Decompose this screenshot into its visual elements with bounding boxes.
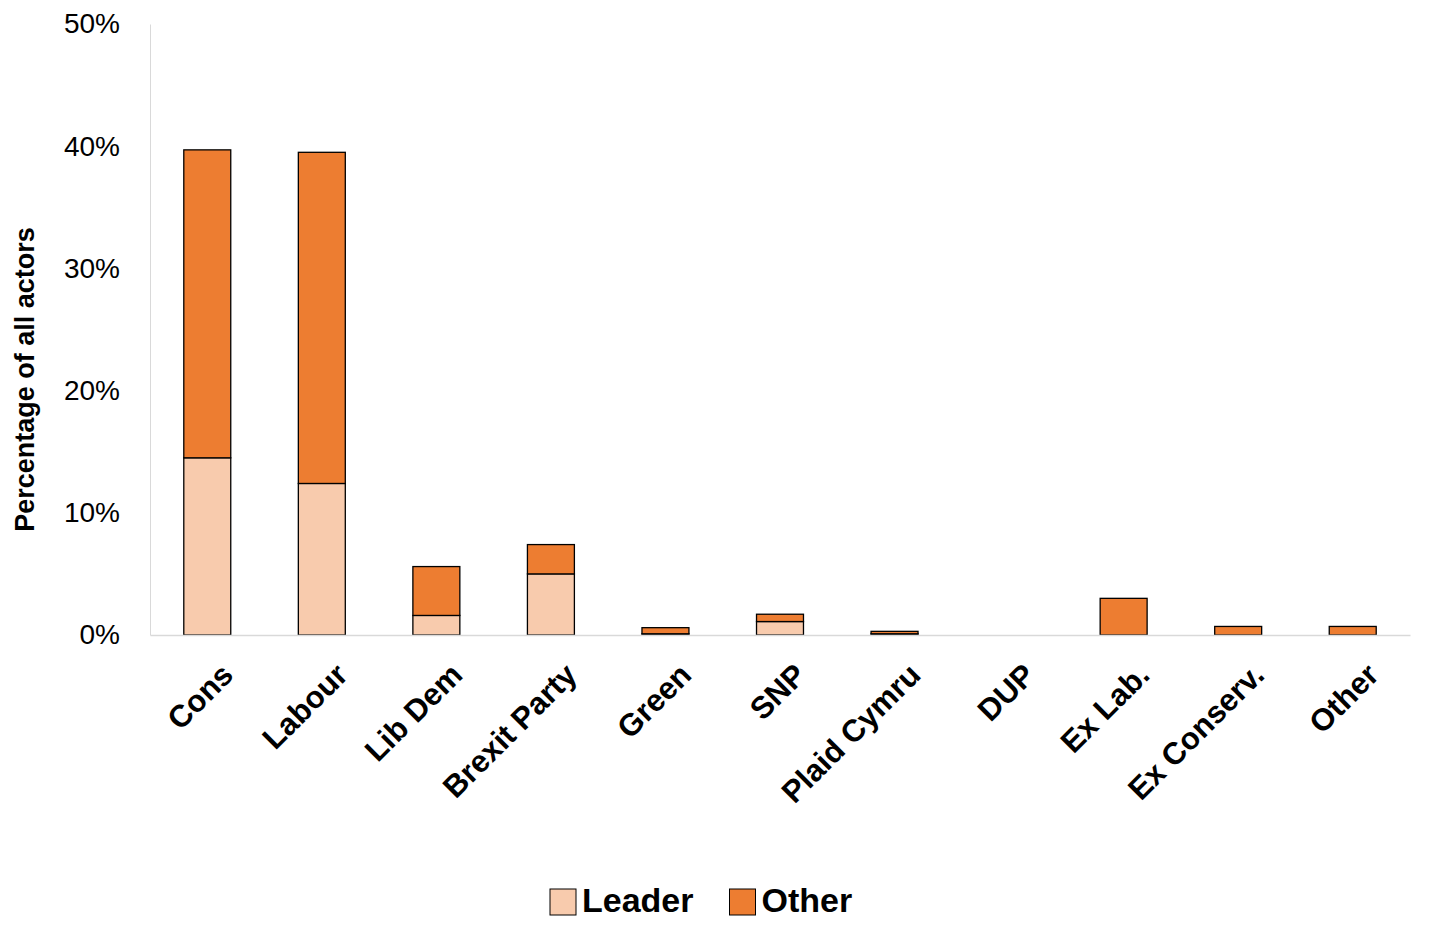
x-tick-label: SNP xyxy=(743,657,813,727)
y-tick: 30% xyxy=(64,253,150,284)
y-tick: 0% xyxy=(80,619,150,650)
x-tick-label: Lib Dem xyxy=(358,657,469,768)
y-tick-label: 0% xyxy=(80,619,120,650)
plot: 0% 10% 20% 30% 40% 50% ConsLabourLib DemBrexit… xyxy=(64,8,1411,809)
y-tick: 40% xyxy=(64,131,150,162)
x-tick: Labour xyxy=(256,635,355,756)
x-tick: SNP xyxy=(743,635,813,727)
y-tick-label: 50% xyxy=(64,8,120,39)
x-tick: DUP xyxy=(971,635,1042,728)
x-tick-label: Ex Conserv. xyxy=(1121,657,1271,807)
y-tick: 50% xyxy=(64,8,150,39)
chart: 0% 10% 20% 30% 40% 50% ConsLabourLib DemBrexit… xyxy=(0,0,1435,925)
legend-item: Leader xyxy=(550,881,694,919)
series-0 xyxy=(184,458,918,635)
legend-swatch xyxy=(550,889,576,915)
x-tick-label: Labour xyxy=(256,657,355,756)
bar xyxy=(871,631,918,633)
y-tick-label: 40% xyxy=(64,131,120,162)
legend-swatch xyxy=(730,889,756,915)
x-tick-label: Brexit Party xyxy=(436,656,584,804)
bar xyxy=(298,483,345,635)
y-tick: 10% xyxy=(64,497,150,528)
bar xyxy=(413,567,460,616)
x-tick-label: DUP xyxy=(971,657,1042,728)
bar xyxy=(1329,626,1376,635)
legend: Leader Other xyxy=(550,881,852,919)
y-axis: 0% 10% 20% 30% 40% 50% xyxy=(64,8,151,650)
x-tick-label: Other xyxy=(1302,657,1385,740)
x-axis: ConsLabourLib DemBrexit Party Green SNPPla… xyxy=(151,635,1411,810)
x-tick: Other xyxy=(1302,635,1385,740)
x-tick: Cons xyxy=(160,635,240,737)
bar xyxy=(1100,598,1147,635)
x-tick: Green xyxy=(610,635,698,745)
bar xyxy=(527,545,574,574)
bars xyxy=(184,150,1376,635)
x-tick: Ex Lab. xyxy=(1054,635,1157,760)
bar xyxy=(642,628,689,634)
x-tick: Brexit Party xyxy=(436,635,584,805)
series-1 xyxy=(184,150,1376,635)
y-tick-label: 10% xyxy=(64,497,120,528)
bar xyxy=(1215,626,1262,635)
bar xyxy=(757,614,804,621)
y-axis-line xyxy=(150,25,151,636)
x-axis-line xyxy=(151,635,1411,637)
y-tick-label: 30% xyxy=(64,253,120,284)
bar xyxy=(413,615,460,635)
bar xyxy=(298,152,345,483)
bar xyxy=(184,150,231,458)
bar xyxy=(527,574,574,635)
x-tick: Ex Conserv. xyxy=(1121,635,1271,807)
legend-item: Other xyxy=(730,881,853,919)
x-tick-label: Plaid Cymru xyxy=(775,657,928,810)
x-tick: Plaid Cymru xyxy=(775,635,928,810)
y-axis-title: Percentage of all actors xyxy=(10,227,40,532)
legend-label: Leader xyxy=(582,881,694,919)
bar xyxy=(184,458,231,635)
x-tick: Lib Dem xyxy=(358,635,469,768)
legend-label: Other xyxy=(762,881,853,919)
y-tick: 20% xyxy=(64,375,150,406)
bar xyxy=(757,622,804,635)
y-tick-label: 20% xyxy=(64,375,120,406)
x-tick-label: Green xyxy=(610,657,698,745)
x-tick-label: Ex Lab. xyxy=(1054,657,1157,760)
x-tick-label: Cons xyxy=(160,657,240,737)
